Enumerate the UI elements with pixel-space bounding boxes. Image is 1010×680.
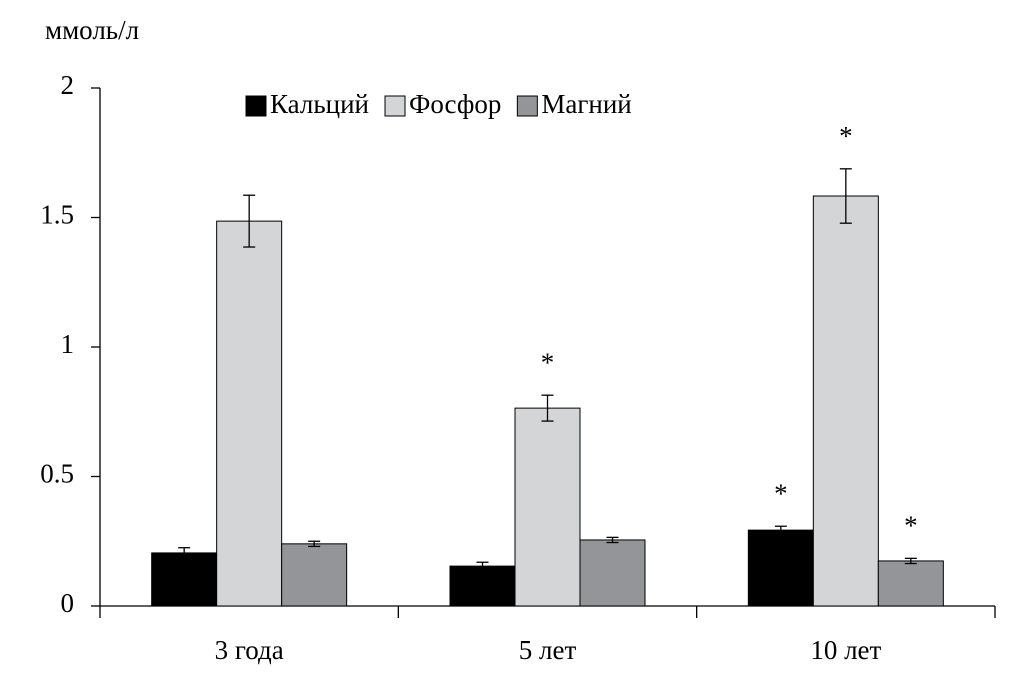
significance-marker: * bbox=[839, 121, 853, 151]
bar bbox=[281, 543, 348, 607]
error-bar bbox=[243, 194, 256, 248]
error-bar bbox=[476, 561, 489, 571]
y-tick-label: 0.5 bbox=[40, 459, 74, 489]
bar bbox=[812, 195, 879, 607]
error-bar bbox=[904, 557, 917, 565]
y-tick-label: 2 bbox=[61, 70, 75, 100]
error-bar bbox=[541, 394, 554, 422]
x-tick-label: 5 лет bbox=[519, 635, 577, 665]
error-bar bbox=[606, 536, 619, 544]
legend-swatch bbox=[384, 95, 406, 117]
error-bar bbox=[774, 525, 787, 535]
bar bbox=[216, 220, 283, 607]
legend-swatch bbox=[516, 95, 538, 117]
y-tick-label: 0 bbox=[61, 588, 75, 618]
x-tick-label: 10 лет bbox=[810, 635, 881, 665]
bar bbox=[579, 539, 646, 607]
bar bbox=[514, 407, 581, 607]
bar bbox=[747, 529, 814, 607]
error-bar bbox=[308, 540, 321, 548]
bar bbox=[877, 560, 944, 607]
error-bar bbox=[178, 547, 191, 559]
legend-label: Фосфор bbox=[409, 89, 501, 119]
bar bbox=[449, 565, 516, 607]
significance-marker: * bbox=[904, 511, 918, 541]
legend-label: Магний bbox=[541, 89, 631, 119]
bar bbox=[151, 552, 218, 607]
error-bar bbox=[839, 168, 852, 224]
significance-marker: * bbox=[774, 478, 788, 508]
y-tick-label: 1 bbox=[61, 329, 75, 359]
y-axis-label: ммоль/л bbox=[45, 15, 139, 45]
x-tick-label: 3 года bbox=[215, 635, 284, 665]
significance-marker: * bbox=[541, 347, 555, 377]
legend-label: Кальций bbox=[270, 89, 369, 119]
legend-swatch bbox=[245, 95, 267, 117]
y-tick-label: 1.5 bbox=[40, 200, 74, 230]
